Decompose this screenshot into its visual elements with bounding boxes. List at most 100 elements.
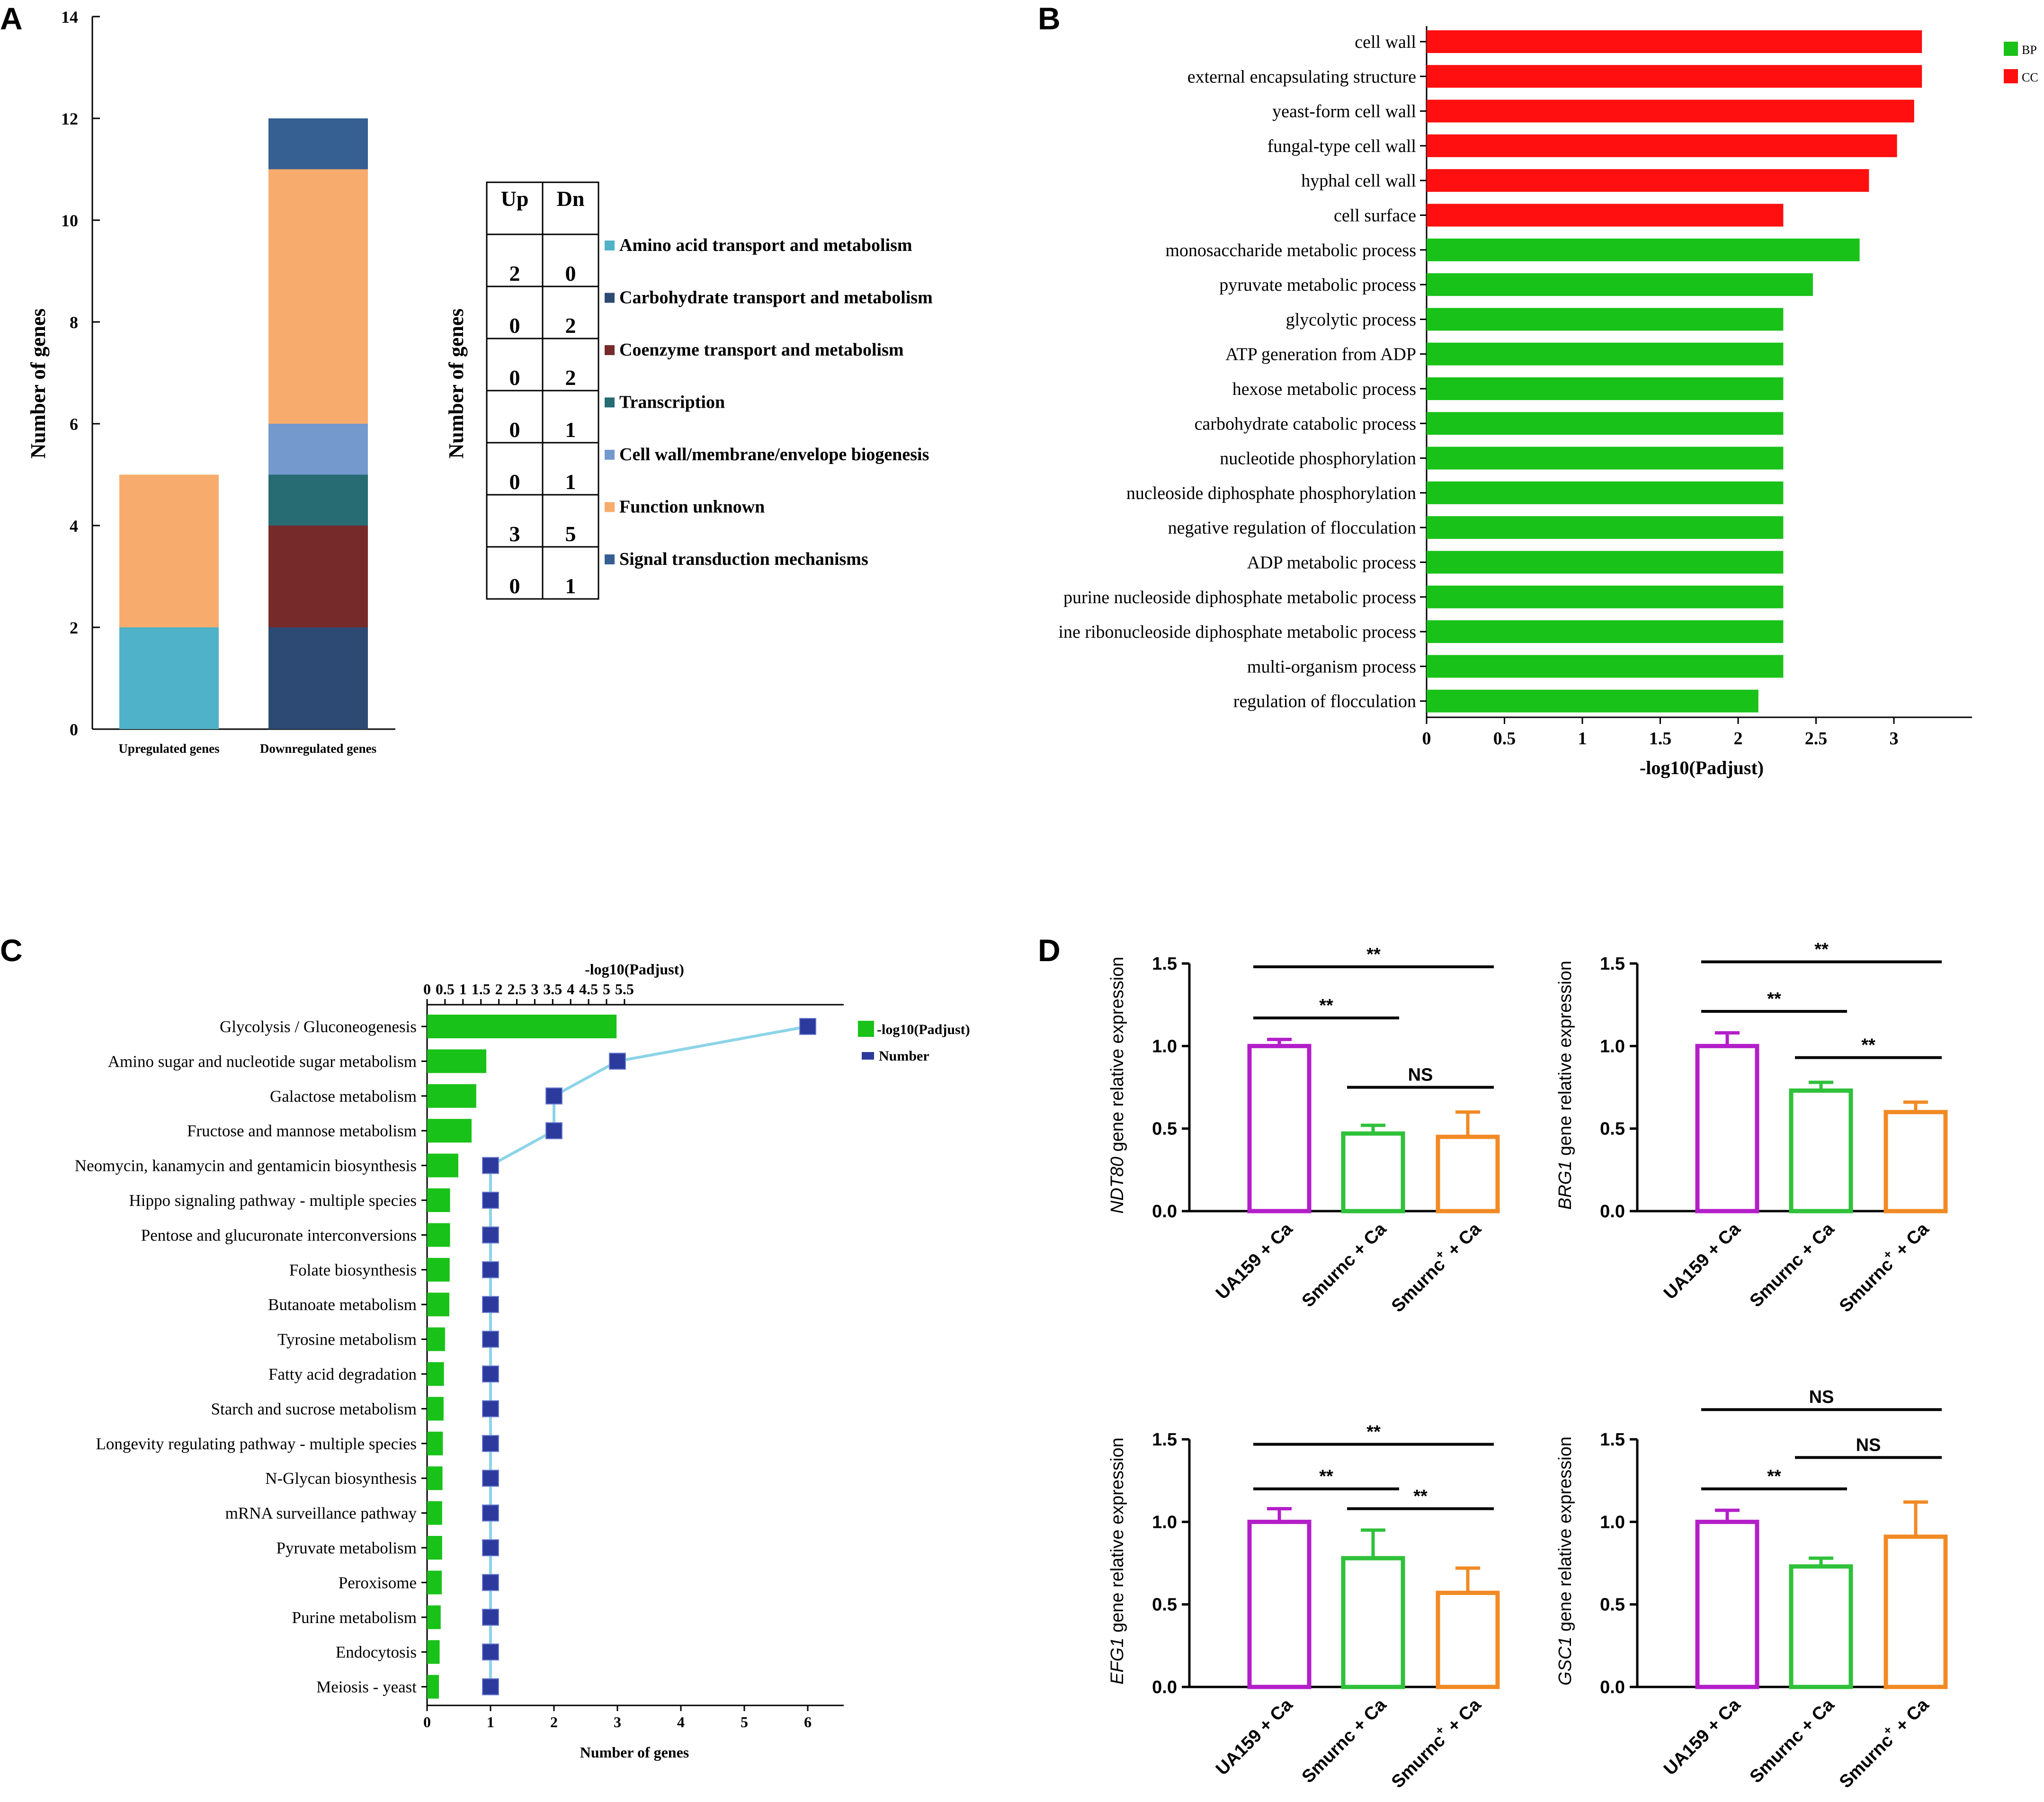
- category-main: Smurnc: [1836, 1731, 1897, 1792]
- panel-d-y-tick-label: 0.5: [1600, 1595, 1625, 1615]
- panel-d-ylabel: NDT80 gene relative expression: [1107, 957, 1127, 1214]
- panel-b-bar: [1427, 412, 1784, 435]
- panel-b-category-label: nucleoside diphosphate phosphorylation: [1126, 483, 1416, 503]
- panel-c-bottom-tick-label: 1: [487, 1713, 494, 1731]
- panel-b-bar: [1427, 516, 1784, 539]
- table-cell-up: 0: [509, 366, 520, 390]
- panel-c-category-label: Hippo signaling pathway - multiple speci…: [129, 1191, 417, 1210]
- panel-c-bar: [427, 1153, 458, 1178]
- table-cell-up: 0: [509, 418, 520, 442]
- panel-c-top-tick-label: 0.5: [436, 981, 455, 998]
- category-main: UA159 + Ca: [1660, 1695, 1745, 1779]
- panel-d-category-label: Smurnc + Ca: [1746, 1219, 1839, 1311]
- panel-a-bar-segment: [268, 627, 368, 729]
- table-cell-dn: 2: [565, 313, 576, 338]
- panel-b-category-label: purine nucleoside diphosphate metabolic …: [1063, 588, 1416, 607]
- legend-bp-label: BP: [2022, 43, 2037, 57]
- panel-b-x-tick-label: 3: [1890, 729, 1899, 749]
- legend-label: Signal transduction mechanisms: [619, 549, 868, 569]
- panel-d-significance-label: NS: [1856, 1435, 1881, 1455]
- panel-d-y-tick-label: 0.5: [1152, 1119, 1177, 1139]
- panel-c-bar: [427, 1640, 440, 1664]
- panel-b-category-label: monosaccharide metabolic process: [1165, 241, 1416, 260]
- panel-d-ylabel: GSC1 gene relative expression: [1555, 1436, 1575, 1686]
- gene-name: GSC1: [1555, 1637, 1575, 1686]
- panel-c-bar: [427, 1119, 472, 1143]
- panel-c-number-line: [489, 1025, 808, 1687]
- panel-c-bottom-tick-label: 6: [804, 1713, 812, 1731]
- panel-c-number-marker: [482, 1608, 499, 1626]
- panel-c-bottom-tick-label: 0: [423, 1713, 431, 1731]
- panel-c-number-marker: [482, 1574, 499, 1591]
- panel-d-bar: [1436, 1590, 1500, 1689]
- panel-a-category-label: Upregulated genes: [118, 741, 219, 756]
- category-main: Smurnc: [1388, 1731, 1449, 1792]
- legend-label: Function unknown: [619, 497, 765, 517]
- panel-b-bar: [1427, 308, 1784, 331]
- panel-b-x-tick-label: 0.5: [1493, 729, 1516, 749]
- panel-c-bar: [427, 1084, 476, 1108]
- panel-b-bar: [1427, 238, 1860, 261]
- panel-c-bar: [427, 1223, 450, 1247]
- panel-b-bar: [1427, 689, 1758, 713]
- panel-d-category-label: Smurnc + Ca: [1298, 1219, 1391, 1311]
- coenzyme-swatch: [605, 345, 615, 355]
- panel-b-category-label: yeast-form cell wall: [1272, 102, 1416, 122]
- panel-c-top-tick-label: 4: [567, 981, 574, 998]
- panel-c-bar: [427, 1258, 450, 1282]
- panel-a-bar-segment: [119, 474, 219, 627]
- panel-b-bar: [1427, 169, 1869, 192]
- gene-name: NDT80: [1107, 1157, 1127, 1213]
- panel-b-bar: [1427, 134, 1897, 157]
- panel-c-bar: [427, 1536, 442, 1560]
- panel-a-bar-segment: [268, 424, 368, 475]
- panel-d-y-tick-label: 1.5: [1152, 954, 1177, 974]
- panel-d-y-tick-label: 1.0: [1152, 1036, 1177, 1056]
- panel-c-bottom-tick-label: 2: [550, 1713, 558, 1731]
- panel-a-bar-segment: [268, 118, 368, 169]
- panel-c-bar: [427, 1293, 449, 1317]
- panel-d-category-label: UA159 + Ca: [1660, 1695, 1745, 1779]
- panel-b-bar: [1427, 585, 1784, 608]
- table-cell-up: 2: [509, 261, 520, 285]
- panel-c-bottom-tick-label: 5: [741, 1713, 748, 1731]
- legend-cc-label: CC: [2022, 71, 2038, 84]
- panel-b-bar: [1427, 551, 1784, 574]
- panel-c-category-label: Neomycin, kanamycin and gentamicin biosy…: [75, 1157, 417, 1175]
- category-main: Smurnc + Ca: [1298, 1695, 1391, 1787]
- legend-label: Cell wall/membrane/envelope biogenesis: [619, 445, 929, 464]
- category-main: UA159 + Ca: [1212, 1695, 1297, 1779]
- panel-c-category-label: Butanoate metabolism: [268, 1295, 417, 1314]
- category-main: Smurnc + Ca: [1746, 1219, 1839, 1311]
- category-tail: + Ca: [1440, 1695, 1485, 1740]
- panel-d-bar: [1789, 1564, 1853, 1689]
- panel-b-x-tick-label: 0: [1422, 729, 1431, 749]
- panel-b-category-label: multi-organism process: [1247, 657, 1416, 677]
- category-main: Smurnc + Ca: [1746, 1695, 1839, 1787]
- panel-d-category-label: Smurnc + Ca: [1298, 1695, 1391, 1787]
- panel-b-bar: [1427, 273, 1813, 296]
- panel-a-y-tick-label: 14: [61, 8, 78, 27]
- panel-b-x-tick-label: 2.5: [1805, 729, 1828, 749]
- legend-number-label: Number: [879, 1048, 929, 1064]
- panel-c-number-marker: [482, 1678, 499, 1695]
- panel-c-category-label: mRNA surveillance pathway: [225, 1504, 417, 1523]
- panel-c-category-label: Peroxisome: [339, 1573, 417, 1592]
- panel-c-top-tick-label: 5: [603, 981, 610, 998]
- category-main: Smurnc: [1836, 1255, 1897, 1316]
- panel-c-kegg-chart: 0 0.5 1 1.5 2 2.5 3 3.5 4 4.5 5 5.50 1 2 3 4 5 6Glycolysi…: [75, 981, 844, 1731]
- panel-b-bar: [1427, 342, 1784, 366]
- panel-c-number-marker: [482, 1261, 499, 1278]
- panel-c-category-label: Glycolysis / Gluconeogenesis: [220, 1017, 417, 1036]
- panel-a-letter: A: [0, 1, 23, 36]
- gene-name: BRG1: [1555, 1161, 1575, 1210]
- panel-a-ylabel: Number of genes: [27, 309, 50, 459]
- table-cell-dn: 1: [565, 574, 576, 598]
- panel-c-category-label: Folate biosynthesis: [289, 1261, 417, 1279]
- panel-b-letter: B: [1038, 1, 1061, 36]
- panel-d-y-tick-label: 0.5: [1152, 1595, 1177, 1615]
- panel-d-significance-label: **: [1861, 1035, 1875, 1055]
- panel-b-category-label: external encapsulating structure: [1187, 67, 1416, 87]
- panel-a-y-tick-label: 12: [61, 109, 78, 128]
